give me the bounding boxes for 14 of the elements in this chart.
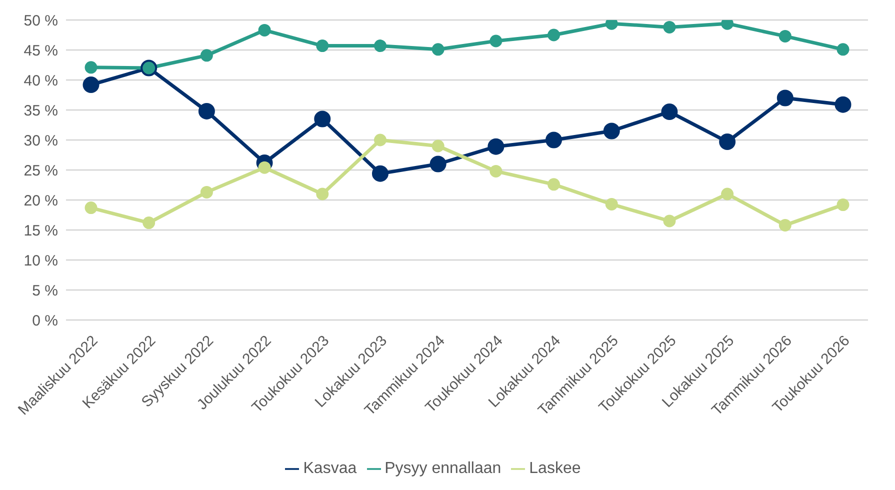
y-tick-label: 50 % <box>24 12 58 30</box>
y-tick-label: 30 % <box>24 132 58 150</box>
y-tick-label: 15 % <box>24 222 58 240</box>
legend-label: Pysyy ennallaan <box>384 460 502 477</box>
y-tick-label: 25 % <box>24 162 58 180</box>
y-tick-label: 40 % <box>24 72 58 90</box>
y-tick-label: 45 % <box>24 42 58 60</box>
legend-label: Laskee <box>529 460 581 477</box>
y-tick-label: 5 % <box>32 282 58 300</box>
y-tick-label: 20 % <box>24 192 58 210</box>
y-tick-label: 35 % <box>24 102 58 120</box>
y-tick-label: 10 % <box>24 252 58 270</box>
y-tick-label: 0 % <box>32 312 58 330</box>
legend-label: Kasvaa <box>303 460 357 477</box>
